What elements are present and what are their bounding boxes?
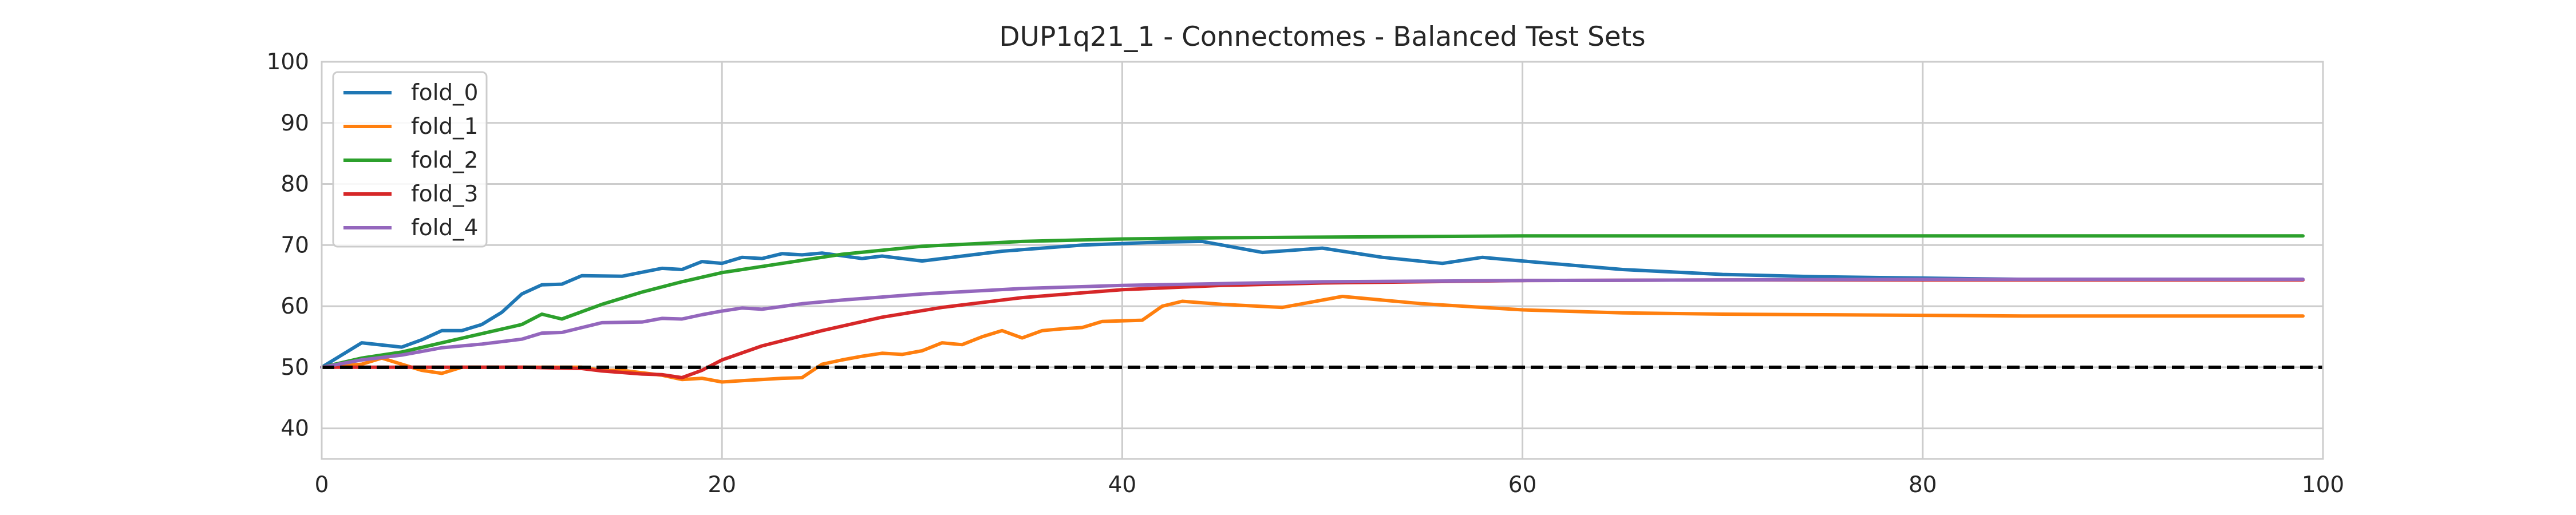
x-tick-label-40: 40 <box>1108 472 1137 498</box>
x-tick-label-80: 80 <box>1909 472 1937 498</box>
x-tick-label-20: 20 <box>708 472 736 498</box>
legend-label-fold_0: fold_0 <box>411 80 479 106</box>
y-tick-label-40: 40 <box>280 416 309 442</box>
legend-label-fold_1: fold_1 <box>411 114 479 140</box>
legend-frame <box>332 71 488 248</box>
x-tick-label-60: 60 <box>1508 472 1537 498</box>
series-line-fold_4 <box>320 278 2305 369</box>
legend-label-fold_4: fold_4 <box>411 215 479 241</box>
x-tick-label-0: 0 <box>315 472 329 498</box>
legend-items: fold_0 fold_1 fold_2 fold_3 fold_4 <box>343 80 479 241</box>
y-tick-label-90: 90 <box>280 110 309 136</box>
series-line-fold_0 <box>320 239 2305 369</box>
x-tick-labels: 0 20 40 60 80 100 <box>315 472 2345 498</box>
legend-label-fold_2: fold_2 <box>411 148 479 173</box>
plot-frame <box>321 61 2324 460</box>
y-tick-label-50: 50 <box>280 355 309 381</box>
x-tick-label-100: 100 <box>2302 472 2344 498</box>
legend-label-fold_3: fold_3 <box>411 181 479 207</box>
legend: fold_0 fold_1 fold_2 fold_3 fold_4 <box>332 71 488 248</box>
y-tick-label-60: 60 <box>280 294 309 319</box>
y-tick-label-70: 70 <box>280 232 309 258</box>
y-tick-label-100: 100 <box>267 49 309 75</box>
y-tick-labels: 40 50 60 70 80 90 100 <box>267 49 309 442</box>
y-tick-label-80: 80 <box>280 172 309 197</box>
plot-background <box>322 62 2323 459</box>
series-line-fold_2 <box>320 234 2305 369</box>
series-lines <box>320 234 2305 384</box>
chart-title: DUP1q21_1 - Connectomes - Balanced Test … <box>999 21 1645 53</box>
